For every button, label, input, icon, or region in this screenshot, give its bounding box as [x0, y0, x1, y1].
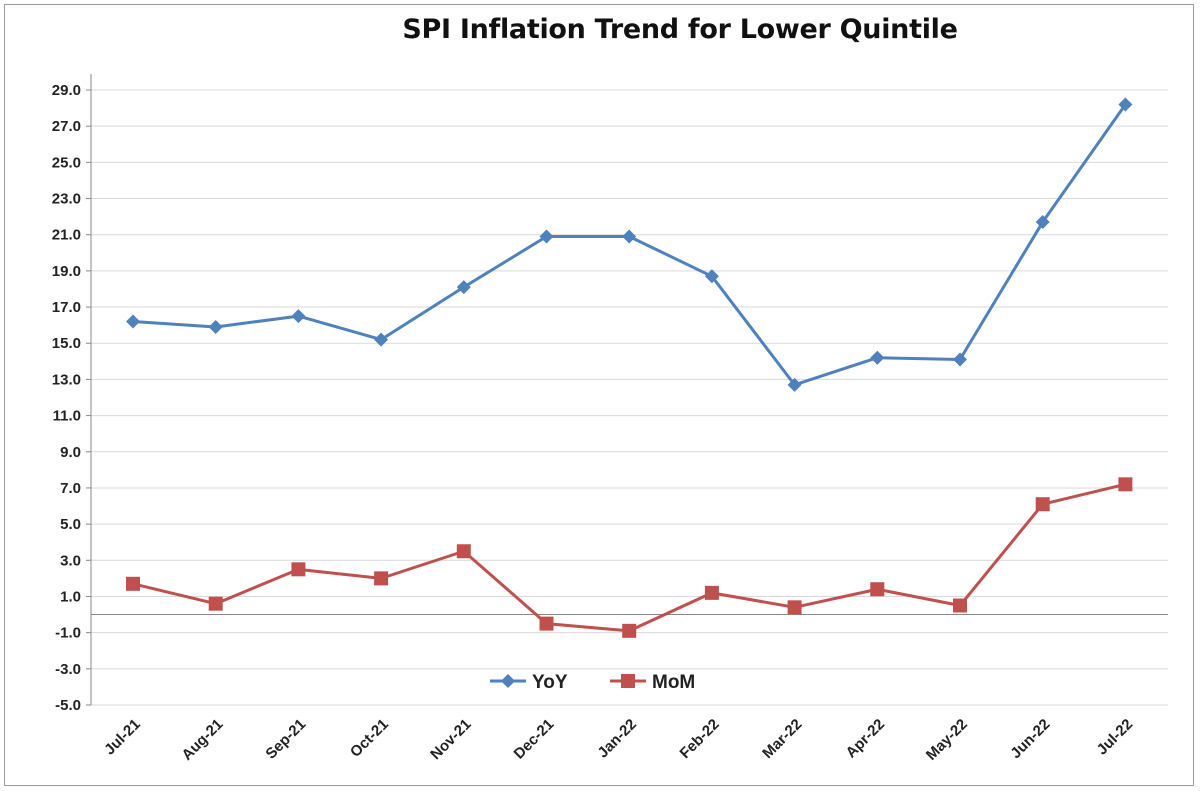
series-line-mom	[132, 482, 1126, 633]
x-tick-label: Dec-21	[511, 716, 558, 763]
x-tick-label: Sep-21	[262, 716, 309, 763]
data-point-diamond	[539, 229, 554, 244]
y-tick-label: 7.0	[60, 480, 81, 497]
grid-lines	[91, 89, 1168, 706]
chart-frame	[4, 4, 1194, 786]
y-tick-label: 25.0	[52, 154, 81, 171]
y-tick-label: -1.0	[55, 625, 81, 642]
data-point-diamond	[291, 309, 306, 324]
data-point-square	[953, 598, 967, 613]
x-tick-label: Nov-21	[427, 716, 474, 763]
data-point-diamond	[787, 377, 802, 392]
data-point-square	[704, 585, 719, 600]
legend-square-icon	[621, 674, 635, 688]
y-tick-label: 17.0	[52, 299, 81, 316]
data-point-square	[126, 576, 140, 591]
y-tick-label: 21.0	[52, 227, 81, 244]
x-tick-label: Jan-22	[594, 716, 640, 762]
y-tick-label: 3.0	[60, 552, 81, 569]
legend-diamond-icon	[501, 674, 515, 688]
y-tick-label: 15.0	[52, 335, 81, 352]
chart-title: SPI Inflation Trend for Lower Quintile	[402, 14, 958, 45]
x-tick-label: Aug-21	[179, 716, 227, 764]
y-tick-label: 9.0	[60, 444, 81, 461]
data-point-square	[374, 571, 389, 586]
y-tick-label: 27.0	[52, 118, 81, 135]
y-tick-label: 11.0	[53, 408, 81, 425]
legend-label-mom: MoM	[652, 672, 695, 693]
y-tick-label: 19.0	[52, 263, 81, 280]
data-point-diamond	[126, 314, 140, 329]
y-tick-label: 5.0	[60, 516, 81, 533]
x-tick-label: Jun-22	[1007, 716, 1053, 762]
data-point-diamond	[456, 280, 471, 295]
x-tick-label: Mar-22	[759, 716, 805, 762]
data-point-diamond	[1118, 97, 1133, 112]
data-point-square	[787, 600, 802, 615]
y-tick-label: -3.0	[55, 661, 81, 678]
data-point-square	[539, 616, 554, 631]
data-point-square	[1035, 497, 1050, 512]
x-tick-label: Jul-21	[101, 716, 144, 759]
y-tick-label: 1.0	[60, 588, 81, 605]
legend: YoY MoM	[490, 672, 695, 693]
data-point-square	[291, 562, 306, 577]
data-point-diamond	[953, 352, 967, 367]
series-lines	[126, 97, 1133, 638]
data-point-square	[1118, 477, 1133, 492]
y-tick-label: 29.0	[52, 82, 81, 99]
x-tick-label: Oct-21	[347, 716, 392, 761]
legend-label-yoy: YoY	[532, 672, 568, 693]
data-point-diamond	[704, 269, 719, 284]
x-tick-label: May-22	[923, 716, 971, 764]
data-point-square	[622, 623, 637, 638]
x-tick-label: Apr-22	[843, 716, 889, 762]
y-tick-label: 23.0	[52, 191, 81, 208]
data-point-square	[208, 596, 223, 611]
x-tick-label: Feb-22	[677, 716, 723, 762]
data-point-square	[456, 544, 471, 559]
data-point-diamond	[622, 229, 637, 244]
data-point-diamond	[374, 332, 389, 347]
data-point-diamond	[208, 319, 223, 334]
x-tick-label: Jul-22	[1094, 716, 1137, 759]
y-tick-label: -5.0	[55, 697, 81, 714]
y-tick-label: 13.0	[52, 371, 81, 388]
data-point-diamond	[870, 350, 885, 365]
data-point-diamond	[1035, 215, 1050, 230]
data-point-square	[870, 582, 885, 597]
axes: 29.0 27.0 25.0 23.0 21.0 19.0 17.0 15.0 13.0 11.0…	[52, 74, 1168, 764]
